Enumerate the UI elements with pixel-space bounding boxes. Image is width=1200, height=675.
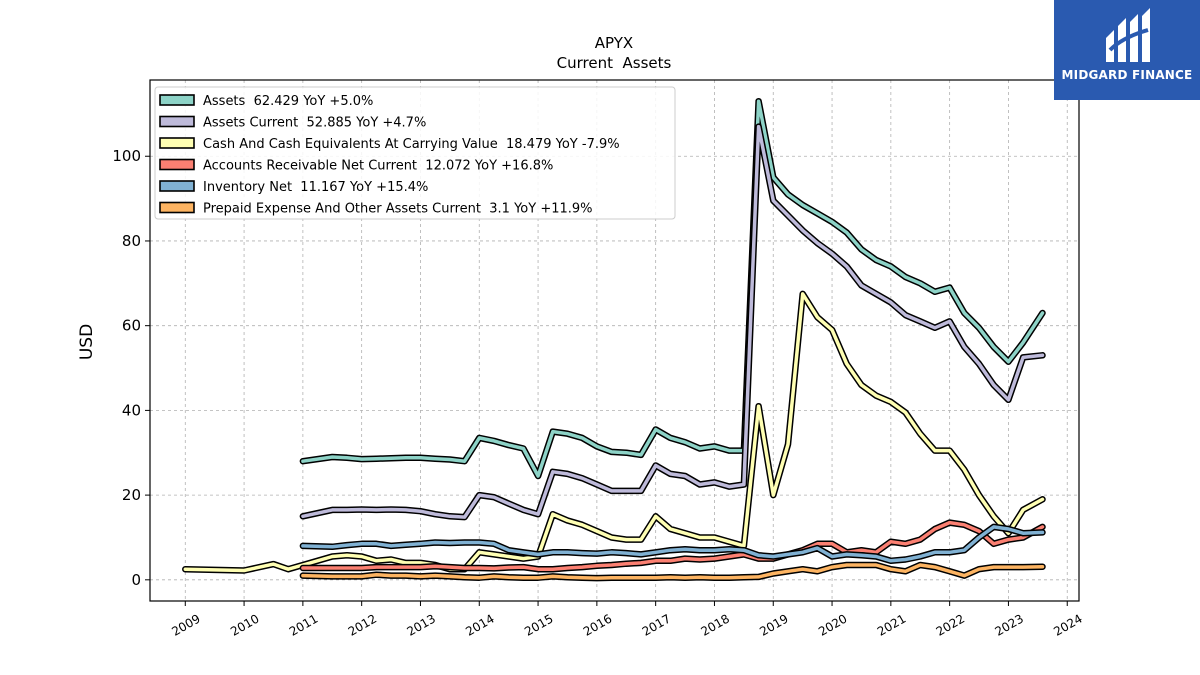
series-0 xyxy=(299,97,1046,480)
y-tick-label: 60 xyxy=(122,317,141,335)
y-tick-label: 40 xyxy=(122,401,141,419)
legend-swatch xyxy=(159,180,195,192)
x-tick-label: 2014 xyxy=(463,611,496,638)
brand-mark-icon xyxy=(1106,8,1150,62)
legend-entry: Assets 62.429 YoY +5.0% xyxy=(203,94,373,109)
legend: Assets 62.429 YoY +5.0% Assets Current 52… xyxy=(154,86,676,220)
x-tick-label: 2022 xyxy=(934,611,967,638)
x-tick-label: 2011 xyxy=(287,611,320,638)
series-line xyxy=(183,292,1045,573)
x-tick-label: 2009 xyxy=(169,611,202,638)
x-tick-label: 2023 xyxy=(992,611,1025,638)
plot-frame xyxy=(149,79,1080,602)
series-line xyxy=(301,525,1045,563)
series-lines xyxy=(182,97,1046,582)
brand-name: MIDGARD FINANCE xyxy=(1061,68,1193,82)
x-tick-label: 2019 xyxy=(757,611,790,638)
legend-swatch xyxy=(159,201,195,214)
y-tick-label: 20 xyxy=(122,486,141,504)
legend-swatch xyxy=(159,158,195,171)
x-tick-label: 2012 xyxy=(346,611,379,638)
series-line xyxy=(301,124,1045,519)
x-tick-label: 2021 xyxy=(875,611,908,638)
x-tick-label: 2010 xyxy=(228,611,261,638)
y-axis: 0 20 40 60 80 100 xyxy=(112,147,150,589)
y-axis-label: USD xyxy=(77,324,97,360)
x-tick-label: 2015 xyxy=(522,611,555,638)
x-tick-label: 2024 xyxy=(1051,611,1084,638)
y-tick-label: 0 xyxy=(131,571,141,589)
x-tick-label: 2017 xyxy=(640,611,673,638)
legend-swatch xyxy=(159,137,195,149)
series-line xyxy=(301,99,1045,478)
legend-swatch xyxy=(159,94,195,106)
legend-entry: Prepaid Expense And Other Assets Current… xyxy=(203,202,593,217)
y-tick-label: 80 xyxy=(122,232,141,250)
y-tick-label: 100 xyxy=(112,147,141,165)
x-tick-label: 2020 xyxy=(816,611,849,638)
chart-title: APYX xyxy=(595,34,633,52)
legend-entry: Assets Current 52.885 YoY +4.7% xyxy=(203,116,426,131)
x-tick-label: 2016 xyxy=(581,611,614,638)
x-tick-label: 2018 xyxy=(699,611,732,638)
series-1 xyxy=(299,123,1046,521)
x-tick-label: 2013 xyxy=(405,611,438,638)
legend-entry: Inventory Net 11.167 YoY +15.4% xyxy=(203,180,428,195)
series-2 xyxy=(182,290,1046,574)
series-line xyxy=(301,563,1045,580)
legend-entry: Cash And Cash Equivalents At Carrying Va… xyxy=(203,137,620,152)
series-3 xyxy=(299,519,1046,573)
chart-subtitle: Current Assets xyxy=(557,54,672,72)
legend-box xyxy=(154,86,676,220)
series-5 xyxy=(299,561,1046,582)
series-4 xyxy=(299,523,1046,565)
legend-entry: Accounts Receivable Net Current 12.072 Y… xyxy=(203,159,553,174)
legend-swatch xyxy=(159,115,195,128)
series-line-outline xyxy=(182,290,1046,574)
brand-logo: MIDGARD FINANCE xyxy=(1054,0,1200,100)
x-axis: 2009 2010 2011 2012 2013 2014 2015 2016 2017 2018… xyxy=(169,601,1085,639)
series-line xyxy=(301,520,1045,571)
